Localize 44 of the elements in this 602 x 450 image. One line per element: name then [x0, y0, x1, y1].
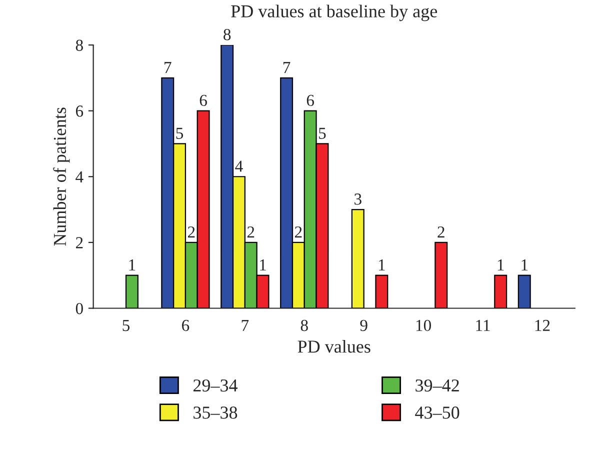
data-label: 7	[164, 62, 172, 73]
data-label: 1	[378, 259, 385, 270]
x-tick-label: 6	[182, 320, 190, 332]
x-tick-label: 10	[416, 320, 431, 332]
data-label: 5	[319, 128, 326, 139]
data-label: 7	[283, 62, 290, 73]
data-label: 8	[224, 28, 231, 40]
y-tick-label: 0	[76, 302, 83, 314]
x-axis-title: PD values	[298, 340, 370, 353]
data-label: 1	[129, 259, 136, 270]
bar	[375, 274, 388, 308]
bar	[494, 274, 508, 308]
data-label: 4	[235, 160, 243, 172]
data-label: 3	[354, 194, 362, 205]
data-label: 1	[498, 259, 504, 270]
data-label: 6	[306, 94, 314, 106]
y-axis-title: Number of patients	[53, 108, 70, 246]
legend-label: 39–42	[416, 379, 459, 392]
data-label: 2	[188, 226, 195, 238]
x-tick-label: 8	[300, 320, 308, 332]
legend-label: 43–50	[415, 406, 460, 419]
x-tick-label: 7	[242, 320, 249, 331]
data-label: 1	[522, 259, 528, 270]
data-label: 2	[295, 226, 302, 238]
y-tick-label: 2	[76, 237, 83, 248]
x-tick-label: 5	[122, 320, 130, 332]
bar	[125, 274, 138, 308]
chart-title: PD values at baseline by age	[231, 4, 438, 22]
legend-label: 29–34	[193, 379, 238, 392]
bar	[351, 208, 364, 308]
data-label: 1	[260, 259, 266, 270]
legend-label: 35–38	[194, 406, 238, 419]
x-tick-label: 11	[476, 320, 490, 331]
x-tick-label: 9	[360, 320, 368, 332]
bar	[518, 274, 531, 308]
bar	[434, 242, 448, 308]
y-tick-label: 4	[76, 171, 84, 182]
data-label: 2	[247, 226, 254, 238]
y-tick-label: 6	[76, 106, 84, 117]
data-label: 5	[176, 128, 184, 139]
x-tick-label: 12	[535, 320, 550, 331]
data-label: 6	[200, 94, 207, 106]
data-label: 2	[438, 226, 444, 238]
y-tick-label: 8	[76, 40, 83, 51]
